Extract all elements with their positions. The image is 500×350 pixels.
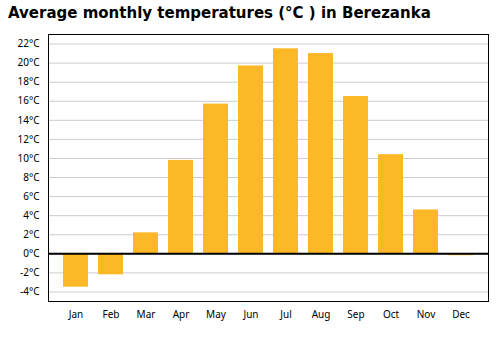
svg-text:May: May: [206, 307, 227, 321]
svg-text:8°C: 8°C: [23, 170, 40, 184]
svg-text:Jun: Jun: [242, 307, 258, 321]
svg-text:Jan: Jan: [68, 307, 84, 321]
svg-text:Apr: Apr: [173, 307, 190, 321]
svg-text:Aug: Aug: [312, 307, 331, 321]
svg-text:Jul: Jul: [279, 307, 292, 321]
svg-text:Feb: Feb: [103, 307, 120, 321]
svg-text:16°C: 16°C: [17, 93, 40, 107]
svg-text:-2°C: -2°C: [20, 265, 40, 279]
svg-text:2°C: 2°C: [23, 227, 40, 241]
svg-text:18°C: 18°C: [17, 74, 40, 88]
svg-text:6°C: 6°C: [23, 189, 40, 203]
svg-text:12°C: 12°C: [17, 132, 40, 146]
svg-text:10°C: 10°C: [17, 151, 40, 165]
svg-text:14°C: 14°C: [17, 113, 40, 127]
svg-text:4°C: 4°C: [23, 208, 40, 222]
svg-text:-4°C: -4°C: [20, 284, 40, 298]
svg-text:Sep: Sep: [347, 307, 364, 321]
svg-text:20°C: 20°C: [17, 55, 40, 69]
html-text:Average monthly temperatures (: Average monthly temperatures (°C ) in Be…: [8, 4, 431, 22]
svg-text:Nov: Nov: [417, 307, 436, 321]
svg-text:Dec: Dec: [452, 307, 470, 321]
svg-text:Mar: Mar: [137, 307, 156, 321]
svg-text:0°C: 0°C: [23, 246, 40, 260]
svg-text:22°C: 22°C: [17, 36, 40, 50]
svg-text:Oct: Oct: [383, 307, 400, 321]
